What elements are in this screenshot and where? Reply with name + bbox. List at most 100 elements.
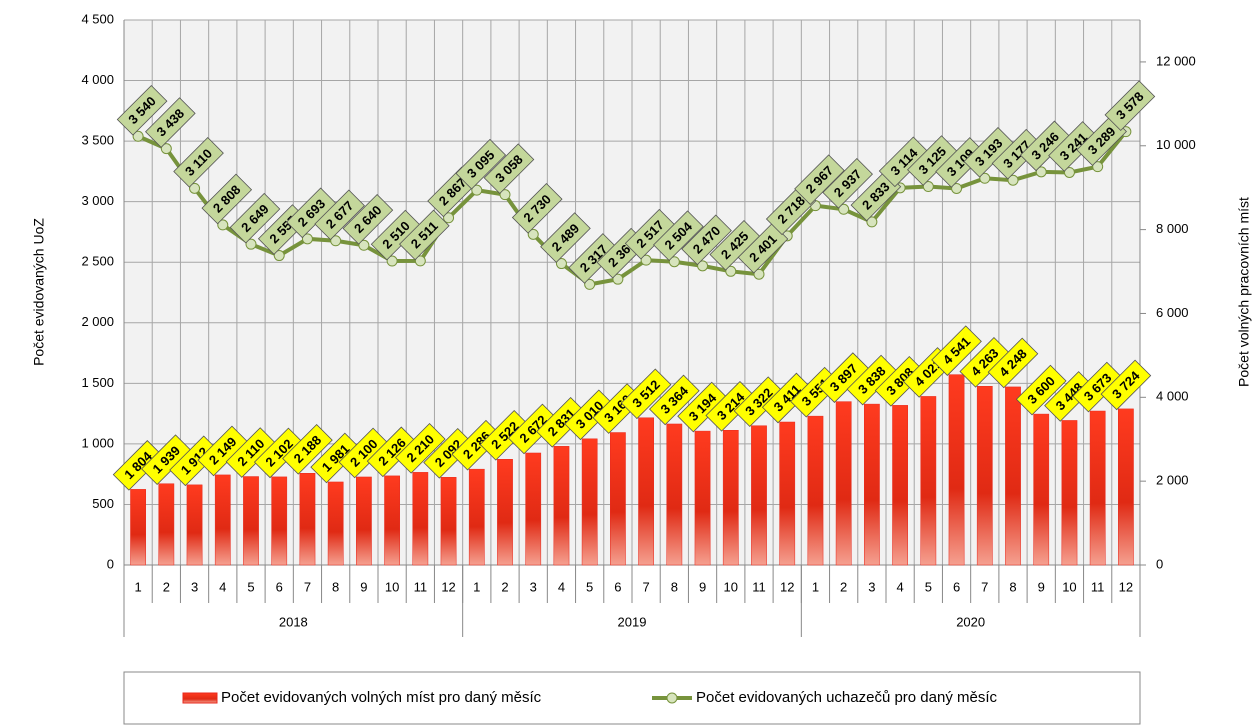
bar [638,417,654,566]
bar [412,472,429,566]
bar [694,430,711,566]
bar [751,425,767,566]
line-marker [555,258,567,270]
x-tick-label: 4 [558,579,565,594]
data-label-box [173,137,224,188]
legend-label: Počet evidovaných volných míst pro daný … [221,689,542,706]
data-label-box [794,154,845,205]
x-tick-label: 6 [953,579,960,594]
x-tick-label: 5 [247,579,254,594]
data-label-box [145,97,196,148]
bar [553,446,570,566]
y-tick-label: 4 500 [81,11,114,26]
bar [1005,386,1021,566]
data-label-box [455,138,507,190]
y2-tick-label: 4 000 [1156,389,1189,404]
data-label-box [935,137,986,188]
y2-tick-label: 8 000 [1156,221,1189,236]
x-tick-label: 9 [360,579,367,594]
bar [1033,413,1050,566]
x-tick-label: 3 [191,579,198,594]
x-tick-label: 11 [752,579,766,594]
y-tick-label: 1 000 [81,435,114,450]
line-marker [386,255,398,267]
line-marker [160,143,172,155]
bar [1118,408,1134,566]
x-tick-label: 6 [614,579,621,594]
x-tick-label: 11 [1091,579,1105,594]
data-label-box [1015,364,1067,416]
data-label: 2 110 [225,427,277,478]
x-tick-label: 3 [868,579,875,594]
x-tick-label: 9 [699,579,706,594]
line-marker [866,216,878,228]
bar [948,374,965,566]
bar [356,476,372,566]
bar [864,403,880,566]
line-marker [1063,166,1075,178]
bar [130,489,146,566]
data-label-box [681,214,732,266]
line-marker [697,260,709,272]
x-tick-label: 3 [530,579,537,594]
y-axis-title: Počet evidovaných UoZ [31,218,47,366]
y-tick-label: 4 000 [81,72,114,87]
bar [243,476,259,566]
x-tick-label: 10 [724,579,738,594]
data-label-box [169,435,220,487]
line-marker [725,265,737,277]
bar [186,484,203,566]
x-tick-label: 10 [385,579,399,594]
x-tick-label: 7 [642,579,649,594]
x-tick-label: 1 [812,579,819,594]
bar [610,432,626,566]
bar [920,396,937,566]
line-marker [132,130,144,142]
line-marker [527,228,539,240]
data-label-box [540,212,591,263]
line-marker [640,254,652,266]
line-marker [951,182,963,194]
data-label-box [451,419,503,471]
legend [123,671,1141,725]
bar [666,423,683,566]
bar [892,405,908,566]
y2-tick-label: 2 000 [1156,473,1189,488]
y-tick-label: 3 500 [81,133,114,148]
data-label-box [507,403,559,455]
bar [497,459,513,566]
data-label-box [536,397,587,448]
data-label-box [564,389,615,441]
bar [271,476,288,566]
bar [327,481,344,566]
bar [722,430,739,566]
bar [779,421,796,566]
data-label-box [653,210,704,262]
line-marker [838,203,850,215]
x-tick-label: 8 [1009,579,1016,594]
data-label-box [116,84,168,136]
data-label-box [987,337,1039,389]
bar [525,452,542,566]
line-marker [612,273,624,285]
legend-swatch [182,692,218,704]
x-tick-label: 2 [840,579,847,594]
y-tick-label: 3 000 [81,193,114,208]
x-tick-label: 1 [134,579,141,594]
bar [581,438,598,566]
line-marker [584,278,596,290]
data-label-box [620,368,672,420]
line-marker [330,235,342,247]
bar [468,468,485,566]
data-label-box [649,374,700,426]
y-tick-label: 1 500 [81,375,114,390]
y2-tick-label: 6 000 [1156,305,1189,320]
y2-tick-label: 10 000 [1156,137,1196,152]
bar [158,483,175,566]
data-label-box [314,189,365,241]
legend-marker [666,692,678,704]
line-marker [668,256,680,268]
data-label: 3 512 [620,368,672,420]
data-label-box [511,183,563,234]
data-label: 2 470 [681,214,732,266]
